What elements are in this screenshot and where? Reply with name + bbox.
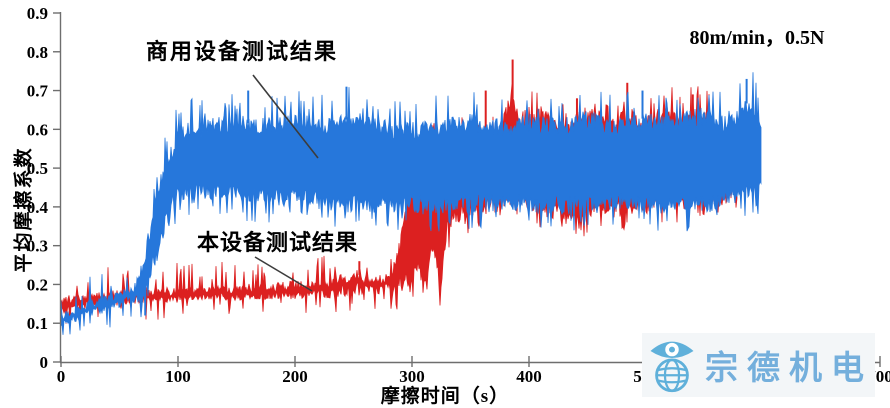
y-tick-label: 0.3	[27, 237, 48, 256]
x-axis-title: 摩擦时间（s）	[380, 386, 510, 407]
watermark-text: 宗德机电	[705, 349, 873, 386]
y-axis-title: 平均摩擦系数	[13, 146, 35, 273]
y-tick-label: 0.2	[27, 275, 48, 294]
x-tick-label: 300	[399, 367, 425, 386]
x-tick-label: 100	[165, 367, 191, 386]
callout-label-commercial-device: 商用设备测试结果	[146, 39, 339, 64]
y-tick-label: 0.8	[27, 43, 48, 62]
callout-leader-line-commercial-device	[252, 74, 319, 159]
eye-globe-icon	[650, 341, 694, 393]
y-tick-label: 0.6	[27, 120, 48, 139]
series-band-commercial-device	[60, 72, 762, 335]
callout-label-this-device: 本设备测试结果	[197, 230, 359, 255]
y-tick-label: 0.9	[27, 4, 48, 23]
watermark: 宗德机电	[642, 333, 875, 397]
callout-leader-line-this-device	[254, 256, 313, 292]
x-tick-label: 0	[57, 367, 66, 386]
y-tick-label: 0.7	[27, 82, 49, 101]
y-tick-label: 0.1	[27, 314, 48, 333]
test-condition-annotation: 80m/min，0.5N	[689, 27, 825, 49]
x-tick-label: 400	[516, 367, 542, 386]
y-tick-label: 0	[40, 353, 49, 372]
y-tick-label: 0.5	[27, 159, 48, 178]
x-tick-label: 200	[282, 367, 308, 386]
y-tick-label: 0.4	[27, 198, 49, 217]
